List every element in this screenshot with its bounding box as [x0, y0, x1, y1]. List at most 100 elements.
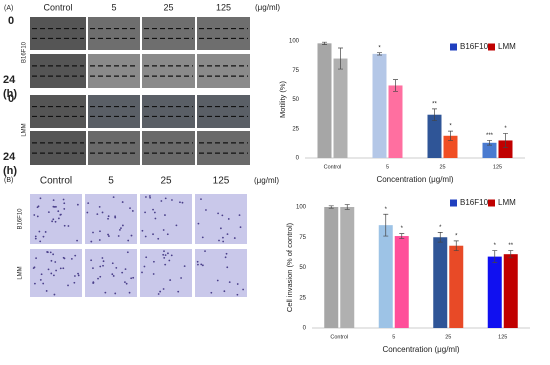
significance: *: [385, 207, 388, 213]
scratch-image: [197, 95, 250, 128]
column-label: 25: [163, 2, 173, 12]
cell-dot: [239, 226, 242, 229]
unit-label: (μg/ml): [255, 3, 280, 12]
cell-dot: [90, 259, 93, 262]
column-label: Control: [40, 176, 72, 187]
cell-dot: [98, 239, 101, 241]
cell-dot: [53, 293, 56, 296]
cell-dot: [225, 252, 228, 255]
cell-dot: [54, 261, 57, 263]
scratch-image: [142, 131, 195, 165]
cell-dot: [224, 256, 227, 259]
cell-dot: [221, 214, 224, 217]
significance: *: [504, 126, 507, 132]
cell-dot: [101, 211, 104, 214]
cell-dot: [131, 210, 134, 212]
group-label: B16F10: [18, 208, 24, 230]
error-bar: [393, 79, 398, 92]
cell-dot: [141, 229, 144, 232]
x-tick-label: 125: [498, 334, 507, 340]
cell-dot: [55, 269, 58, 272]
cell-dot: [205, 209, 207, 211]
error-bar: [492, 250, 498, 264]
x-tick-label: Control: [330, 334, 348, 340]
invasion-image: [30, 249, 82, 297]
y-tick-label: 75: [299, 235, 306, 241]
y-tick-label: 50: [299, 265, 306, 271]
error-bar: [322, 41, 327, 45]
cell-dot: [50, 272, 53, 275]
legend-swatch: [450, 199, 457, 207]
legend-label: B16F10: [460, 42, 489, 51]
cell-dot: [149, 195, 151, 197]
cell-dot: [154, 217, 157, 220]
cell-dot: [62, 267, 65, 270]
cell-dot: [62, 198, 65, 201]
cell-dot: [149, 196, 151, 199]
bar: [487, 256, 502, 328]
cell-dot: [170, 254, 173, 257]
cell-dot: [238, 214, 241, 217]
cell-dot: [37, 205, 40, 208]
error-bar: [432, 108, 437, 121]
cell-dot: [74, 254, 77, 257]
cell-dot: [124, 268, 127, 271]
cell-dot: [127, 239, 130, 242]
bar: [394, 236, 409, 328]
significance: *: [401, 226, 404, 232]
cell-dot: [124, 281, 126, 284]
x-tick-label: 25: [445, 334, 451, 340]
cell-dot: [152, 273, 155, 275]
scratch-image: [30, 95, 86, 128]
cell-dot: [97, 277, 99, 280]
invasion-image: [30, 194, 82, 244]
cell-dot: [222, 236, 224, 239]
cell-dot: [157, 293, 160, 295]
x-axis-label: Concentration (μg/ml): [382, 345, 459, 354]
time-unit: (h): [3, 88, 17, 100]
cell-dot: [130, 234, 133, 237]
cell-dot: [92, 267, 94, 270]
cell-dot: [163, 250, 165, 253]
y-tick-label: 0: [296, 156, 300, 162]
y-tick-label: 100: [296, 205, 307, 211]
cell-dot: [40, 273, 43, 276]
invasion-image: [85, 249, 137, 297]
cell-dot: [92, 281, 95, 284]
cell-dot: [153, 260, 155, 263]
cell-dot: [59, 267, 62, 270]
error-bar: [503, 133, 508, 148]
cell-dot: [63, 224, 66, 227]
cell-dot: [130, 277, 133, 280]
cell-dot: [200, 263, 203, 266]
significance: *: [439, 225, 442, 231]
column-label: 25: [160, 176, 172, 187]
group-label: B16F10: [22, 41, 28, 63]
bar: [443, 135, 458, 158]
cell-dot: [34, 282, 36, 285]
cell-dot: [157, 237, 160, 240]
cell-dot: [111, 273, 114, 276]
cell-dot: [74, 275, 76, 277]
x-tick-label: Control: [324, 164, 342, 170]
invasion-image: [140, 194, 192, 244]
cell-dot: [132, 276, 135, 279]
cell-dot: [219, 227, 222, 230]
scratch-image: [88, 95, 140, 128]
cell-dot: [114, 292, 117, 295]
cell-dot: [159, 290, 162, 293]
bar: [482, 142, 497, 158]
cell-dot: [128, 291, 131, 294]
cell-dot: [183, 265, 186, 268]
cell-dot: [153, 211, 156, 214]
cell-dot: [126, 251, 129, 254]
legend-swatch: [488, 43, 495, 51]
cell-dot: [197, 263, 199, 266]
bar: [427, 114, 442, 158]
cell-dot: [32, 267, 35, 270]
y-tick-label: 25: [292, 126, 299, 132]
panel-label: (B): [4, 177, 13, 184]
time-label: 24: [3, 151, 16, 163]
cell-dot: [49, 251, 52, 254]
scratch-image: [30, 131, 86, 165]
